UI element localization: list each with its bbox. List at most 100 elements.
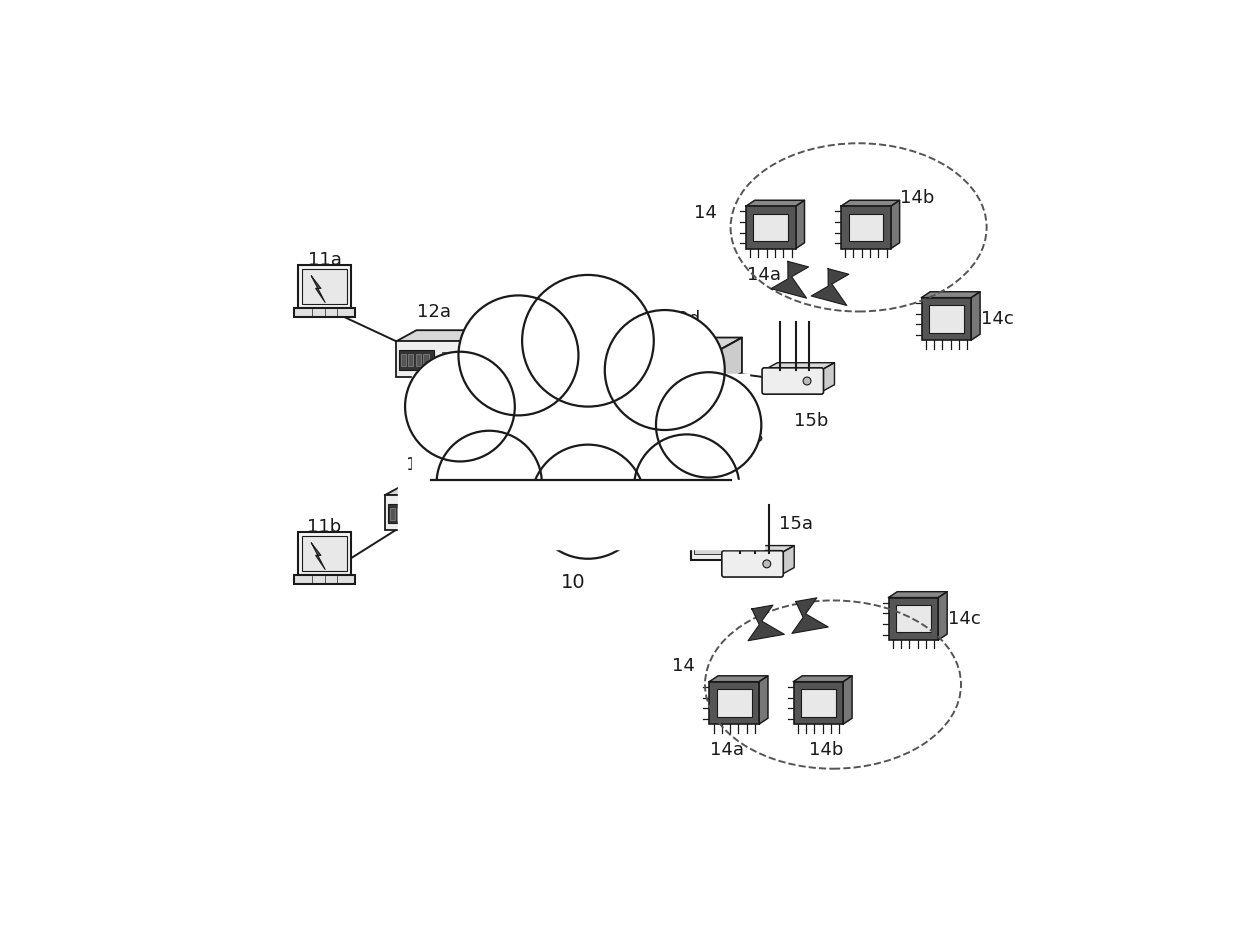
FancyBboxPatch shape [694,537,730,544]
Polygon shape [811,269,849,306]
Polygon shape [645,337,742,349]
Polygon shape [939,592,947,640]
Text: 15a: 15a [780,515,813,533]
FancyBboxPatch shape [605,508,610,520]
Polygon shape [781,545,795,575]
Polygon shape [600,484,698,495]
Polygon shape [890,200,899,249]
FancyBboxPatch shape [388,504,423,523]
FancyBboxPatch shape [301,536,347,571]
Circle shape [405,352,515,462]
FancyBboxPatch shape [604,504,639,523]
FancyBboxPatch shape [691,359,694,377]
Polygon shape [311,276,325,302]
Text: 13: 13 [742,428,764,446]
FancyBboxPatch shape [763,368,823,394]
FancyBboxPatch shape [841,206,890,249]
Polygon shape [921,292,980,297]
FancyBboxPatch shape [921,297,971,340]
FancyBboxPatch shape [694,485,730,493]
FancyBboxPatch shape [408,354,413,366]
FancyBboxPatch shape [725,528,729,533]
FancyBboxPatch shape [746,206,796,249]
Polygon shape [461,484,482,530]
Circle shape [656,372,761,478]
Circle shape [634,434,739,540]
FancyBboxPatch shape [794,682,843,724]
FancyBboxPatch shape [725,457,729,461]
Circle shape [459,295,578,415]
FancyBboxPatch shape [432,505,435,523]
FancyBboxPatch shape [600,495,677,530]
Polygon shape [384,484,482,495]
FancyBboxPatch shape [725,548,729,553]
FancyBboxPatch shape [389,508,394,520]
Text: 14b: 14b [808,741,843,759]
FancyBboxPatch shape [725,487,729,492]
Polygon shape [398,480,764,549]
Polygon shape [792,598,828,634]
Circle shape [436,430,542,536]
Polygon shape [759,675,768,724]
Polygon shape [722,337,742,384]
FancyBboxPatch shape [694,475,730,483]
FancyBboxPatch shape [629,508,634,520]
Polygon shape [821,363,835,392]
FancyBboxPatch shape [691,446,734,560]
Text: 12c: 12c [622,456,656,474]
FancyBboxPatch shape [848,214,883,241]
Text: 12a: 12a [418,302,451,320]
FancyBboxPatch shape [647,357,682,377]
Polygon shape [748,605,785,640]
FancyBboxPatch shape [722,551,784,577]
FancyBboxPatch shape [694,496,730,504]
Polygon shape [764,363,835,370]
FancyBboxPatch shape [725,518,729,522]
FancyBboxPatch shape [397,508,402,520]
FancyBboxPatch shape [384,495,461,530]
Polygon shape [889,592,947,598]
Polygon shape [724,545,795,553]
Polygon shape [413,373,749,484]
FancyBboxPatch shape [717,689,751,716]
FancyBboxPatch shape [613,508,619,520]
Polygon shape [311,543,325,569]
FancyBboxPatch shape [415,354,420,366]
Circle shape [522,275,653,407]
FancyBboxPatch shape [665,362,670,373]
FancyBboxPatch shape [694,455,730,463]
Polygon shape [472,331,494,376]
Polygon shape [396,331,494,341]
Circle shape [763,560,771,568]
Polygon shape [796,200,805,249]
FancyBboxPatch shape [694,506,730,513]
Polygon shape [843,675,852,724]
FancyBboxPatch shape [889,598,939,640]
Text: 14c: 14c [981,310,1014,328]
Text: 11a: 11a [308,252,341,269]
FancyBboxPatch shape [650,362,655,373]
FancyBboxPatch shape [294,575,355,584]
Text: 14b: 14b [900,189,934,207]
FancyBboxPatch shape [754,214,789,241]
FancyBboxPatch shape [301,269,347,304]
FancyBboxPatch shape [657,362,662,373]
FancyBboxPatch shape [897,605,931,633]
Circle shape [804,377,811,385]
Polygon shape [709,675,768,682]
FancyBboxPatch shape [725,539,729,542]
FancyBboxPatch shape [299,532,351,575]
Polygon shape [677,484,698,530]
FancyBboxPatch shape [441,352,446,370]
FancyBboxPatch shape [396,341,472,376]
FancyBboxPatch shape [694,547,730,554]
Circle shape [605,310,724,430]
Text: 11b: 11b [308,519,342,537]
Polygon shape [771,261,808,298]
FancyBboxPatch shape [801,689,836,716]
Text: 15b: 15b [794,412,828,430]
FancyBboxPatch shape [299,265,351,308]
FancyBboxPatch shape [725,498,729,502]
FancyBboxPatch shape [647,505,651,523]
FancyBboxPatch shape [725,466,729,471]
